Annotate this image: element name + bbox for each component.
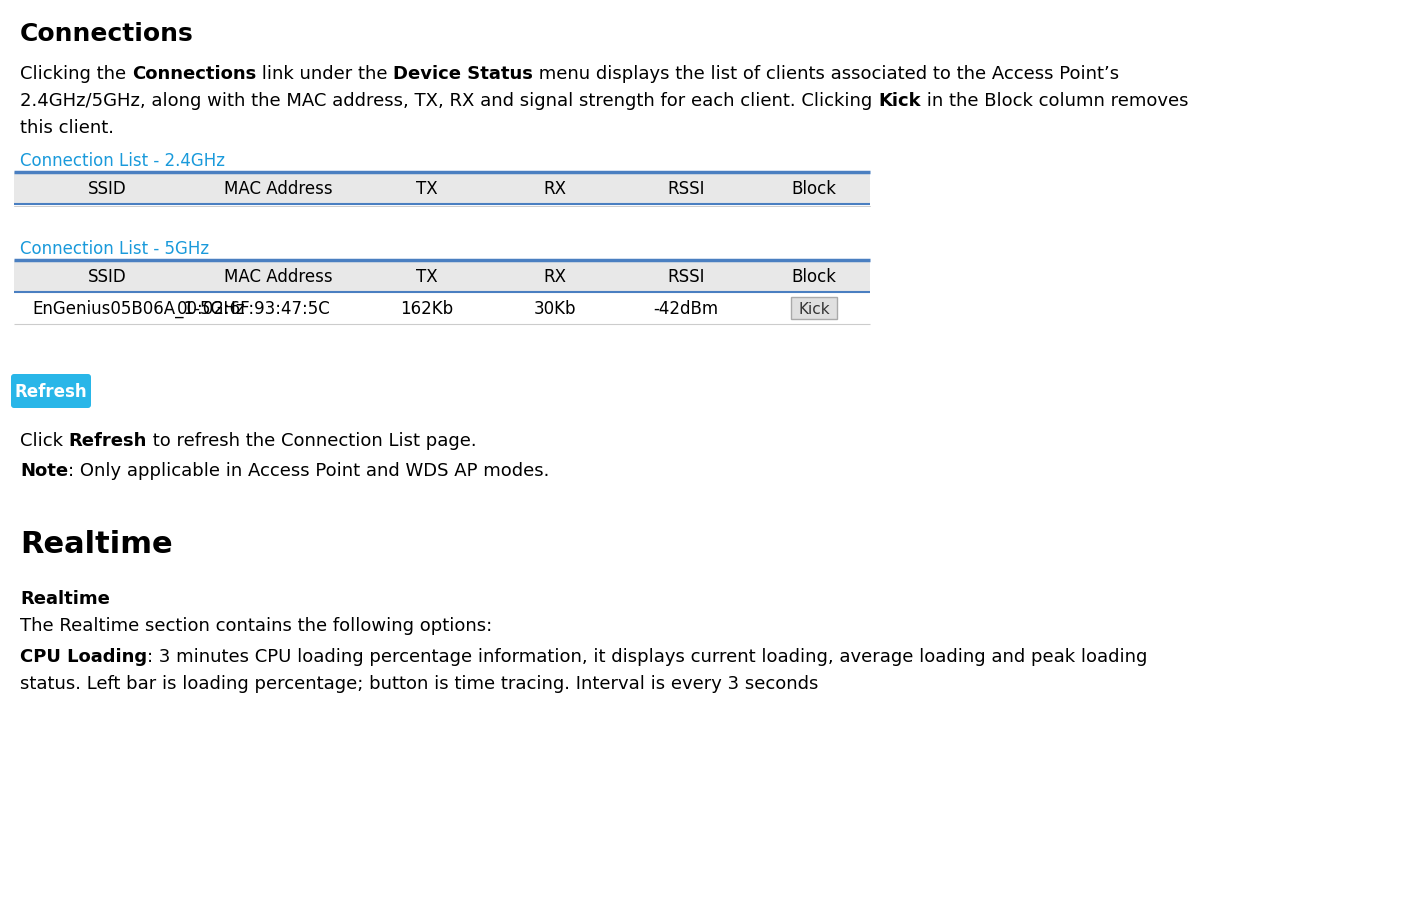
Text: Block: Block — [792, 268, 837, 286]
Text: 00:02:6F:93:47:5C: 00:02:6F:93:47:5C — [177, 299, 331, 318]
Text: Note: Note — [20, 462, 69, 480]
Text: RSSI: RSSI — [667, 179, 705, 198]
Text: EnGenius05B06A_1-5GHz: EnGenius05B06A_1-5GHz — [32, 299, 244, 318]
Bar — [14, 173, 870, 205]
Text: Refresh: Refresh — [14, 382, 87, 400]
Bar — [14, 292, 870, 325]
Text: SSID: SSID — [87, 268, 126, 286]
Text: Connections: Connections — [132, 65, 256, 83]
Text: : 3 minutes CPU loading percentage information, it displays current loading, ave: : 3 minutes CPU loading percentage infor… — [147, 648, 1147, 666]
Text: TX: TX — [416, 268, 438, 286]
Text: 2.4GHz/5GHz, along with the MAC address, TX, RX and signal strength for each cli: 2.4GHz/5GHz, along with the MAC address,… — [20, 92, 877, 110]
Text: SSID: SSID — [87, 179, 126, 198]
Text: Connections: Connections — [20, 22, 194, 46]
Text: TX: TX — [416, 179, 438, 198]
Text: menu displays the list of clients associated to the Access Point’s: menu displays the list of clients associ… — [534, 65, 1119, 83]
Text: Kick: Kick — [878, 92, 921, 110]
Text: Refresh: Refresh — [69, 431, 147, 449]
Text: 30Kb: 30Kb — [534, 299, 576, 318]
Bar — [14, 261, 870, 292]
Text: in the Block column removes: in the Block column removes — [921, 92, 1188, 110]
Text: RX: RX — [543, 268, 566, 286]
Text: Kick: Kick — [799, 301, 830, 316]
FancyBboxPatch shape — [11, 374, 91, 409]
Text: Device Status: Device Status — [393, 65, 534, 83]
Text: status. Left bar is loading percentage; button is time tracing. Interval is ever: status. Left bar is loading percentage; … — [20, 675, 819, 692]
Text: Block: Block — [792, 179, 837, 198]
FancyBboxPatch shape — [790, 298, 837, 319]
Text: -42dBm: -42dBm — [653, 299, 719, 318]
Text: : Only applicable in Access Point and WDS AP modes.: : Only applicable in Access Point and WD… — [69, 462, 549, 480]
Text: MAC Address: MAC Address — [223, 179, 333, 198]
Text: RSSI: RSSI — [667, 268, 705, 286]
Text: link under the: link under the — [256, 65, 393, 83]
Text: Realtime: Realtime — [20, 589, 110, 607]
Text: Realtime: Realtime — [20, 529, 173, 558]
Text: to refresh the Connection List page.: to refresh the Connection List page. — [147, 431, 477, 449]
Text: Clicking the: Clicking the — [20, 65, 132, 83]
Text: Click: Click — [20, 431, 69, 449]
Text: Connection List - 2.4GHz: Connection List - 2.4GHz — [20, 152, 225, 170]
Text: The Realtime section contains the following options:: The Realtime section contains the follow… — [20, 616, 493, 634]
Text: Connection List - 5GHz: Connection List - 5GHz — [20, 240, 209, 258]
Text: this client.: this client. — [20, 119, 114, 137]
Text: MAC Address: MAC Address — [223, 268, 333, 286]
Text: RX: RX — [543, 179, 566, 198]
Text: 162Kb: 162Kb — [400, 299, 453, 318]
Text: CPU Loading: CPU Loading — [20, 648, 147, 666]
